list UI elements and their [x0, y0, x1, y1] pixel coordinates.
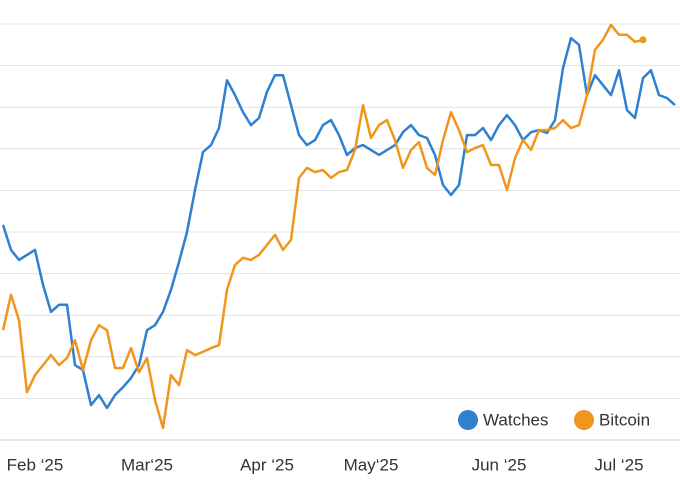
- end-marker: [639, 36, 647, 44]
- x-tick-label: Feb ‘25: [7, 455, 64, 474]
- legend-swatch: [574, 410, 594, 430]
- x-tick-label: Jun ‘25: [472, 455, 527, 474]
- x-tick-label: Apr ‘25: [240, 455, 294, 474]
- x-tick-label: May‘25: [344, 455, 399, 474]
- x-tick-label: Jul ‘25: [594, 455, 643, 474]
- x-tick-label: Mar‘25: [121, 455, 173, 474]
- legend-label: Bitcoin: [599, 410, 650, 429]
- line-series: [1, 36, 676, 410]
- legend-swatch: [458, 410, 478, 430]
- legend-label: Watches: [483, 410, 549, 429]
- line-series: [1, 23, 644, 430]
